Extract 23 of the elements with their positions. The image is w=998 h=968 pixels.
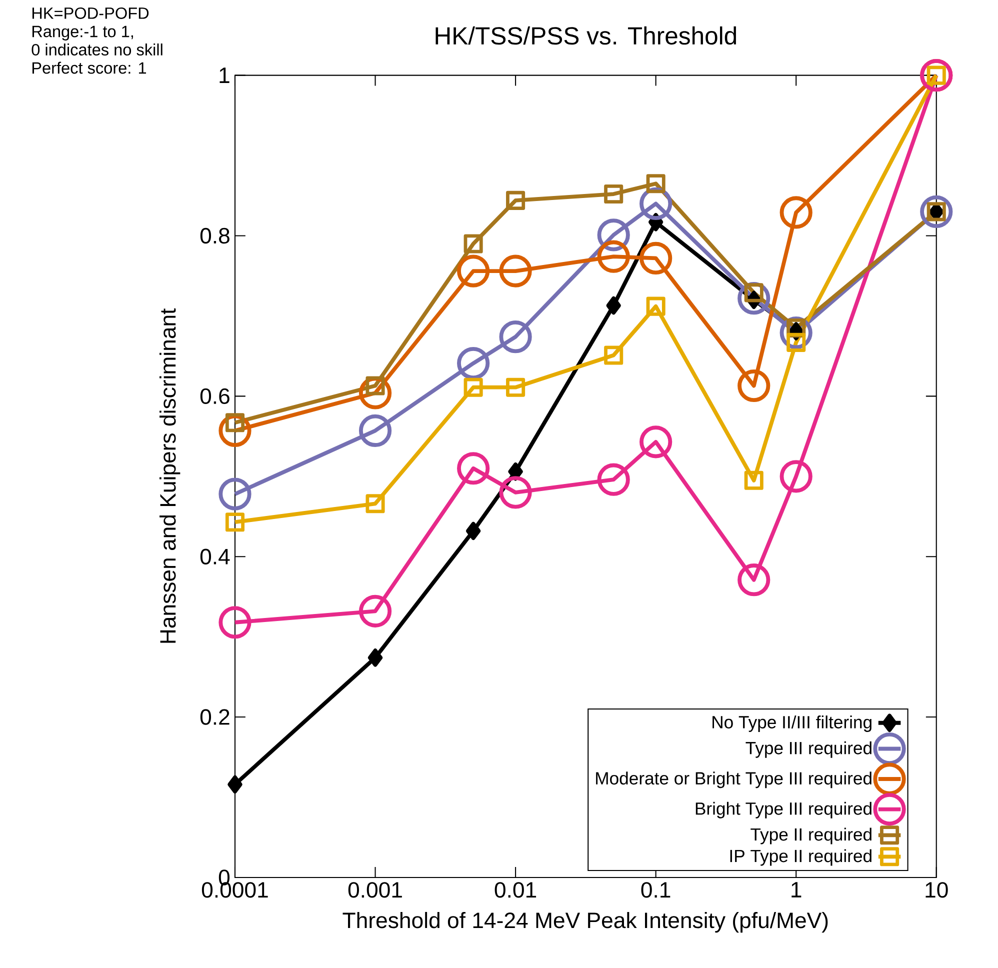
x-tick-label: 0.001 bbox=[348, 882, 402, 898]
chart-title: HK/TSS/PSS vs. Threshold bbox=[436, 26, 736, 44]
y-tick-label: 0.6 bbox=[200, 388, 230, 404]
legend-label: Type III required bbox=[746, 741, 872, 758]
legend-label: IP Type II required bbox=[730, 849, 872, 866]
x-axis-title: Threshold of 14-24 MeV Peak Intensity (pfu/MeV) bbox=[342, 912, 828, 932]
text: 0 indicates no skill bbox=[32, 43, 162, 56]
x-tick-label: 0.1 bbox=[641, 882, 670, 898]
text: Range:-1 to 1, bbox=[32, 26, 133, 40]
y-tick-label: 0.2 bbox=[200, 708, 230, 725]
legend-label: Bright Type III required bbox=[696, 802, 872, 818]
text: HK=POD-POFD bbox=[32, 7, 149, 19]
legend-label: Moderate or Bright Type III required bbox=[596, 771, 872, 788]
y-tick-label: 0.8 bbox=[200, 228, 230, 244]
y-tick-label: 1 bbox=[220, 67, 230, 83]
y-tick-label: 0.4 bbox=[200, 548, 230, 564]
x-tick-label: 1 bbox=[792, 882, 802, 898]
x-tick-label: 10 bbox=[926, 882, 948, 898]
legend-label: Type II required bbox=[750, 828, 872, 844]
text: Perfect score: 1 bbox=[32, 62, 146, 74]
y-axis-title: Hanssen and Kuipers discriminant bbox=[160, 308, 180, 643]
x-tick-label: 0.01 bbox=[494, 882, 536, 898]
legend-label: No Type II/III filtering bbox=[712, 715, 872, 732]
